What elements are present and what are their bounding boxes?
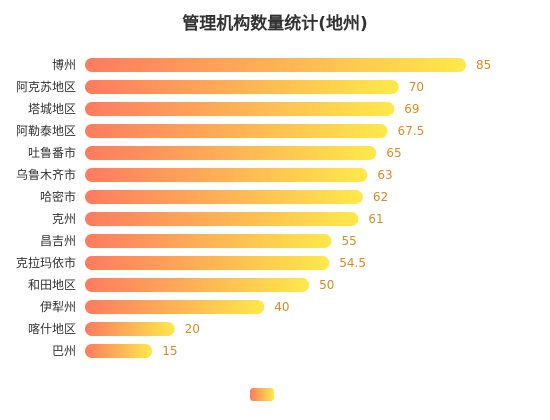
legend: [250, 388, 274, 401]
category-label: 阿勒泰地区: [16, 124, 76, 138]
value-label: 54.5: [339, 256, 366, 270]
bar-row: 阿克苏地区 70: [16, 80, 424, 94]
value-label: 69: [404, 102, 419, 116]
bar[interactable]: [85, 278, 310, 292]
bar[interactable]: [85, 234, 332, 248]
bar[interactable]: [85, 212, 359, 226]
value-label: 67.5: [398, 124, 425, 138]
bar-row: 博州 85: [52, 57, 491, 72]
category-label: 阿克苏地区: [16, 80, 76, 94]
value-label: 70: [409, 80, 424, 94]
value-label: 65: [386, 146, 401, 160]
category-label: 克拉玛依市: [16, 255, 76, 270]
bar[interactable]: [85, 58, 466, 72]
value-label: 40: [274, 300, 289, 314]
chart-title: 管理机构数量统计(地州): [182, 14, 368, 34]
value-label: 15: [162, 344, 177, 358]
category-label: 伊犁州: [40, 300, 76, 314]
category-label: 喀什地区: [28, 322, 76, 336]
bar-row: 塔城地区 69: [28, 102, 420, 116]
bar-row: 喀什地区 20: [28, 322, 200, 336]
bar-row: 乌鲁木齐市 63: [16, 167, 393, 182]
bar[interactable]: [85, 300, 265, 314]
bar-row: 克拉玛依市 54.5: [16, 255, 366, 270]
bar-row: 伊犁州 40: [40, 300, 290, 314]
category-label: 昌吉州: [40, 234, 76, 248]
bar-row: 巴州 15: [52, 344, 178, 358]
bar[interactable]: [85, 102, 395, 116]
bar[interactable]: [85, 124, 388, 138]
bar[interactable]: [85, 168, 368, 182]
bar[interactable]: [85, 80, 399, 94]
bar[interactable]: [85, 344, 153, 358]
bar[interactable]: [85, 322, 175, 336]
category-label: 吐鲁番市: [28, 145, 76, 160]
value-label: 61: [368, 212, 383, 226]
bar-row: 昌吉州 55: [40, 234, 357, 248]
bar-row: 吐鲁番市 65: [28, 145, 402, 160]
bar-row: 哈密市 62: [40, 189, 388, 204]
bar[interactable]: [85, 146, 377, 160]
bar-row: 和田地区 50: [28, 278, 334, 292]
category-label: 乌鲁木齐市: [16, 167, 76, 182]
legend-swatch[interactable]: [250, 388, 274, 401]
value-label: 62: [373, 190, 388, 204]
bars-layer: 博州 85 阿克苏地区 70 塔城地区 69 阿勒泰地区 67.5 吐鲁番市 65 乌鲁木齐市 63 哈…: [16, 57, 491, 358]
value-label: 55: [342, 234, 357, 248]
bar-row: 阿勒泰地区 67.5: [16, 124, 424, 138]
value-label: 63: [377, 168, 392, 182]
category-label: 巴州: [52, 344, 76, 358]
category-label: 塔城地区: [28, 102, 76, 116]
category-label: 博州: [52, 57, 76, 72]
value-label: 50: [319, 278, 334, 292]
category-label: 克州: [52, 212, 76, 226]
category-label: 哈密市: [40, 189, 76, 204]
value-label: 20: [185, 322, 200, 336]
bar-row: 克州 61: [52, 212, 384, 226]
category-label: 和田地区: [28, 278, 76, 292]
bar[interactable]: [85, 190, 363, 204]
value-label: 85: [476, 58, 491, 72]
bar[interactable]: [85, 256, 330, 270]
